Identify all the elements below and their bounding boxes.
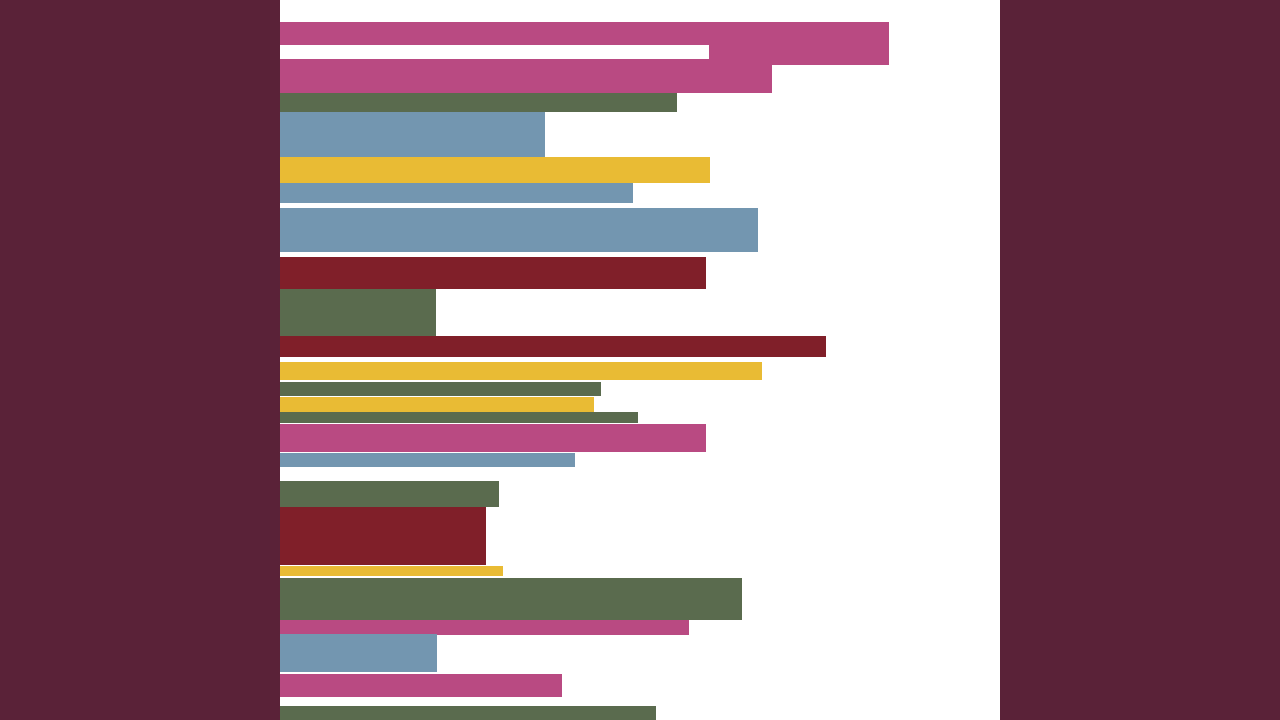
bar-green <box>280 93 677 112</box>
bar-green <box>280 706 656 720</box>
bar-blue <box>280 453 575 467</box>
bar-red <box>280 507 486 565</box>
bar-blue <box>280 208 758 252</box>
bar-gap <box>280 45 709 59</box>
bar-green <box>280 289 436 336</box>
bar-blue <box>280 112 545 157</box>
bar-red <box>280 336 826 357</box>
bar-blue <box>280 183 633 203</box>
bar-yellow <box>280 566 503 576</box>
bar-yellow <box>280 157 710 183</box>
bar-red <box>280 257 706 289</box>
bar-green <box>280 481 499 507</box>
bar-green <box>280 382 601 396</box>
bar-green <box>280 412 638 423</box>
artwork-panel <box>280 0 1000 720</box>
bar-pink <box>280 674 562 697</box>
bar-pink <box>280 424 706 452</box>
bar-pink <box>280 620 689 635</box>
bar-pink <box>280 60 772 93</box>
bar-yellow <box>280 397 594 412</box>
bar-blue <box>280 634 437 672</box>
bar-green <box>280 578 742 620</box>
bar-yellow <box>280 362 762 380</box>
